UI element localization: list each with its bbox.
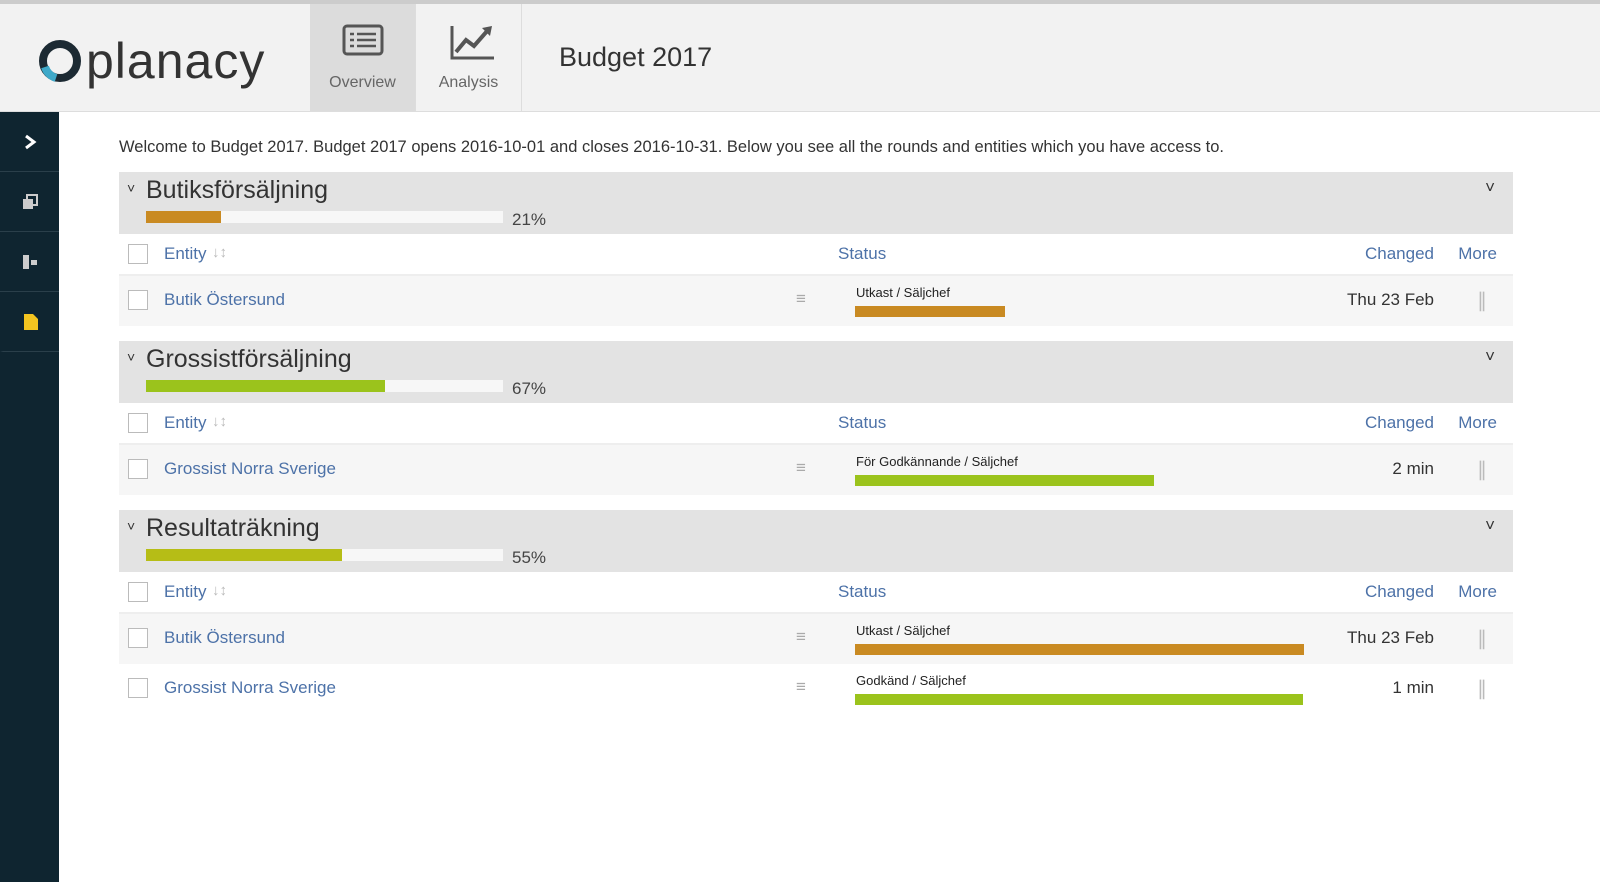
progress-track bbox=[146, 211, 503, 223]
section: ˅ Resultaträkning ˅ 55% Entity ↓↕ Status Change… bbox=[119, 510, 1513, 714]
section-header: ˅ Butiksförsäljning ˅ 21% bbox=[119, 172, 1513, 234]
row-checkbox[interactable] bbox=[128, 290, 148, 310]
entity-header[interactable]: Entity bbox=[164, 582, 207, 601]
section-header: ˅ Grossistförsäljning ˅ 67% bbox=[119, 341, 1513, 403]
nav-label: Overview bbox=[329, 74, 396, 91]
select-all-checkbox[interactable] bbox=[128, 244, 148, 264]
entity-name[interactable]: Grossist Norra Sverige bbox=[164, 678, 336, 697]
sidebar-doc[interactable] bbox=[0, 292, 59, 352]
status-label[interactable]: Utkast / Säljchef bbox=[856, 623, 950, 638]
section-title: Butiksförsäljning bbox=[146, 176, 329, 204]
row-checkbox[interactable] bbox=[128, 628, 148, 648]
drag-handle[interactable]: ≡ bbox=[796, 627, 806, 646]
progress-label: 21% bbox=[512, 210, 547, 229]
select-all-checkbox[interactable] bbox=[128, 413, 148, 433]
expand-toggle[interactable]: ˅ bbox=[1485, 178, 1495, 197]
welcome-text: Welcome to Budget 2017. Budget 2017 open… bbox=[119, 138, 1225, 156]
entity-name[interactable]: Butik Östersund bbox=[164, 628, 285, 647]
entity-name[interactable]: Grossist Norra Sverige bbox=[164, 459, 336, 478]
progress-label: 55% bbox=[512, 548, 547, 567]
sections: ˅ Butiksförsäljning ˅ 21% Entity ↓↕ Status Chan… bbox=[119, 172, 1513, 714]
status-bar bbox=[855, 644, 1304, 655]
attachment-icon[interactable]: ∥ bbox=[1477, 290, 1487, 312]
row-checkbox[interactable] bbox=[128, 459, 148, 479]
status-header: Status bbox=[838, 582, 887, 601]
logo-icon bbox=[39, 40, 81, 82]
collapse-toggle[interactable]: ˅ bbox=[127, 180, 136, 196]
status-bar bbox=[855, 694, 1303, 705]
main: Welcome to Budget 2017. Budget 2017 open… bbox=[119, 138, 1513, 729]
progress-track bbox=[146, 380, 503, 392]
drag-handle[interactable]: ≡ bbox=[796, 289, 806, 308]
column-header: Entity ↓↕ Status Changed More bbox=[119, 572, 1513, 614]
progress-track bbox=[146, 549, 503, 561]
nav-label: Analysis bbox=[438, 74, 499, 91]
progress-fill bbox=[146, 549, 343, 561]
nav-overview[interactable]: Overview bbox=[310, 4, 416, 111]
expand-toggle[interactable]: ˅ bbox=[1485, 516, 1495, 535]
logo-text: planacy bbox=[86, 33, 266, 89]
changed-header[interactable]: Changed bbox=[1364, 413, 1434, 432]
top-bar: planacy Overview Analysis Budget 2017 bbox=[0, 0, 1600, 112]
attachment-icon[interactable]: ∥ bbox=[1477, 678, 1487, 700]
overview-icon bbox=[342, 24, 384, 56]
status-bar bbox=[855, 475, 1154, 486]
attachment-icon[interactable]: ∥ bbox=[1477, 459, 1487, 481]
status-bar bbox=[855, 306, 1005, 317]
entity-row: Butik Östersund ≡ Utkast / Säljchef Thu 23 … bbox=[119, 276, 1513, 326]
sort-icon[interactable]: ↓↕ bbox=[212, 582, 227, 599]
page-title: Budget 2017 bbox=[559, 42, 713, 72]
section-header: ˅ Resultaträkning ˅ 55% bbox=[119, 510, 1513, 572]
status-label[interactable]: Godkänd / Säljchef bbox=[856, 673, 966, 688]
status-header: Status bbox=[838, 244, 887, 263]
section: ˅ Grossistförsäljning ˅ 67% Entity ↓↕ Status Ch… bbox=[119, 341, 1513, 495]
more-header: More bbox=[1458, 413, 1497, 432]
logo[interactable]: planacy bbox=[36, 32, 265, 90]
entity-row: Butik Östersund ≡ Utkast / Säljchef Thu 23 … bbox=[119, 614, 1513, 664]
section: ˅ Butiksförsäljning ˅ 21% Entity ↓↕ Status Chan… bbox=[119, 172, 1513, 326]
status-label[interactable]: För Godkännande / Säljchef bbox=[856, 454, 1018, 469]
sidebar-expand[interactable] bbox=[0, 112, 59, 172]
status-label[interactable]: Utkast / Säljchef bbox=[856, 285, 950, 300]
entity-row: Grossist Norra Sverige ≡ Godkänd / Säljche… bbox=[119, 664, 1513, 714]
progress-label: 67% bbox=[512, 379, 547, 398]
changed-date: 2 min bbox=[1392, 459, 1434, 478]
changed-header[interactable]: Changed bbox=[1364, 244, 1434, 263]
changed-date: Thu 23 Feb bbox=[1347, 290, 1434, 309]
column-header: Entity ↓↕ Status Changed More bbox=[119, 234, 1513, 276]
progress-fill bbox=[146, 211, 221, 223]
nav-analysis[interactable]: Analysis bbox=[416, 4, 522, 111]
sidebar bbox=[0, 112, 59, 882]
changed-date: Thu 23 Feb bbox=[1347, 628, 1434, 647]
more-header: More bbox=[1458, 582, 1497, 601]
drag-handle[interactable]: ≡ bbox=[796, 458, 806, 477]
changed-date: 1 min bbox=[1392, 678, 1434, 697]
section-title: Grossistförsäljning bbox=[146, 345, 352, 373]
column-header: Entity ↓↕ Status Changed More bbox=[119, 403, 1513, 445]
sidebar-tree[interactable] bbox=[0, 232, 59, 292]
row-checkbox[interactable] bbox=[128, 678, 148, 698]
changed-header[interactable]: Changed bbox=[1364, 582, 1434, 601]
sort-icon[interactable]: ↓↕ bbox=[212, 413, 227, 430]
select-all-checkbox[interactable] bbox=[128, 582, 148, 602]
drag-handle[interactable]: ≡ bbox=[796, 677, 806, 696]
status-header: Status bbox=[838, 413, 887, 432]
section-title: Resultaträkning bbox=[146, 514, 320, 542]
collapse-toggle[interactable]: ˅ bbox=[127, 349, 136, 365]
entity-row: Grossist Norra Sverige ≡ För Godkännande /… bbox=[119, 445, 1513, 495]
analysis-icon bbox=[450, 26, 494, 60]
progress-fill bbox=[146, 380, 386, 392]
more-header: More bbox=[1458, 244, 1497, 263]
attachment-icon[interactable]: ∥ bbox=[1477, 628, 1487, 650]
sidebar-copy[interactable] bbox=[0, 172, 59, 232]
entity-header[interactable]: Entity bbox=[164, 244, 207, 263]
entity-name[interactable]: Butik Östersund bbox=[164, 290, 285, 309]
expand-toggle[interactable]: ˅ bbox=[1485, 347, 1495, 366]
sort-icon[interactable]: ↓↕ bbox=[212, 244, 227, 261]
collapse-toggle[interactable]: ˅ bbox=[127, 518, 136, 534]
entity-header[interactable]: Entity bbox=[164, 413, 207, 432]
